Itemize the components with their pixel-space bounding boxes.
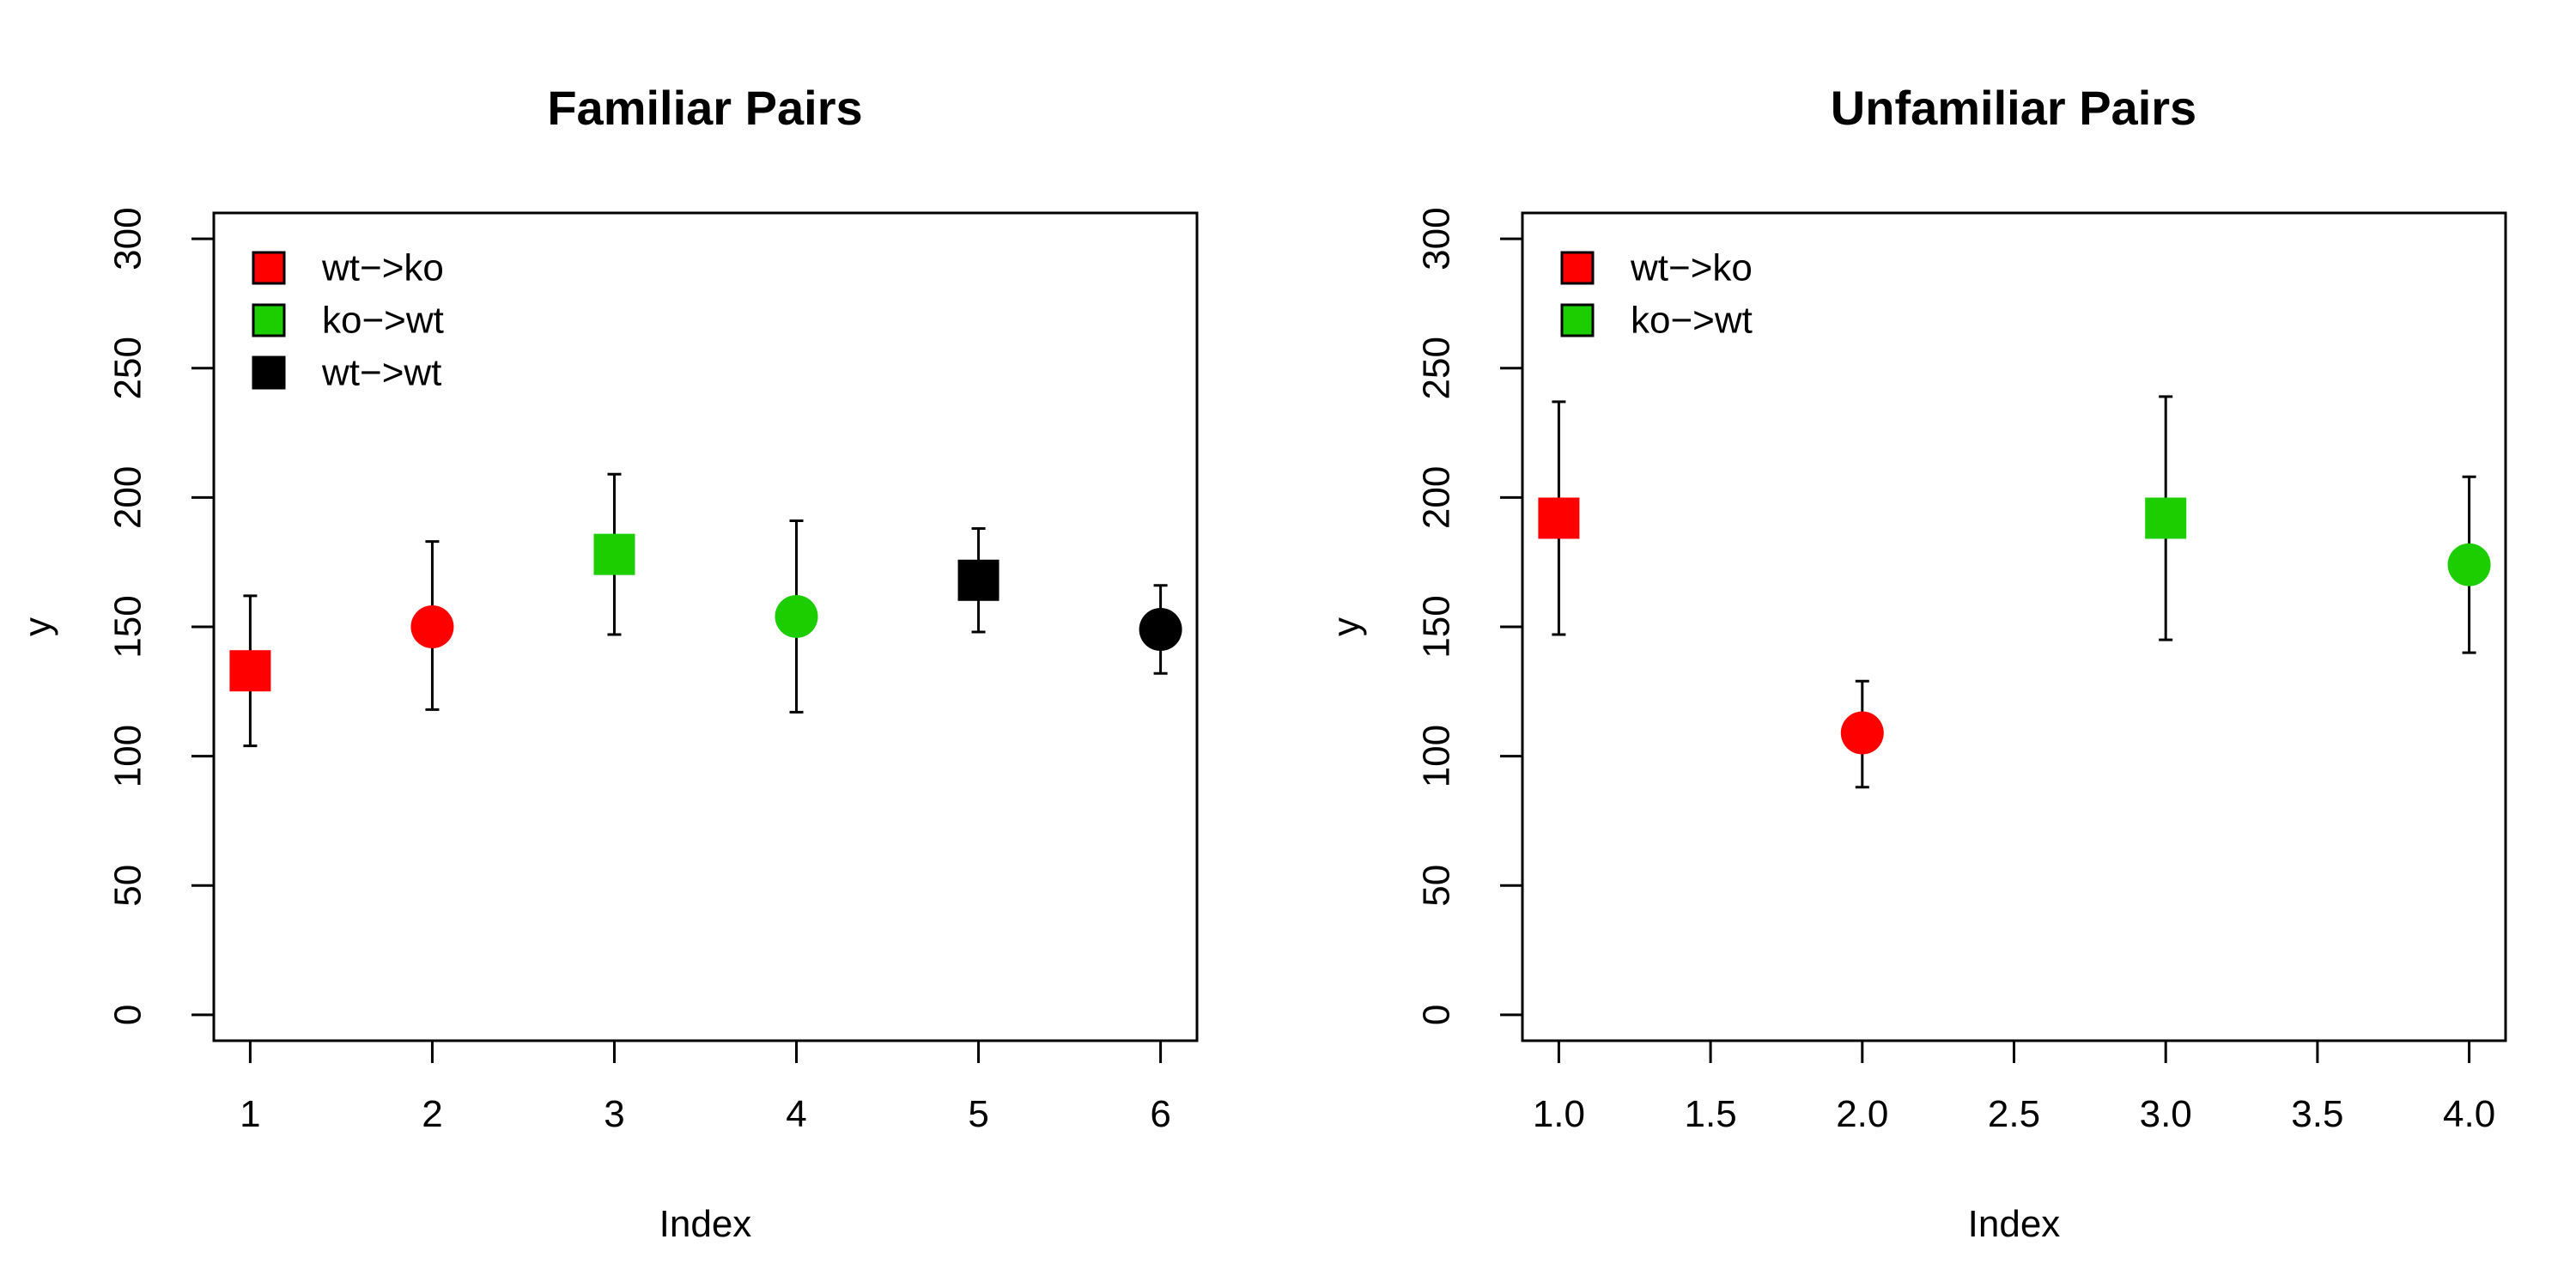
data-point (1538, 497, 1580, 539)
data-point (2145, 497, 2187, 539)
chart-title: Familiar Pairs (547, 81, 862, 135)
x-tick-label: 6 (1150, 1093, 1170, 1135)
panel-2: Unfamiliar Pairs 1.0 1.5 2.0 2.5 3.0 3.5 4.0 0 50… (1326, 81, 2507, 1245)
data-point (2447, 543, 2491, 586)
y-tick-label: 100 (107, 725, 149, 787)
x-tick-label: 2.5 (1988, 1093, 2040, 1135)
x-axis-label: Index (659, 1203, 752, 1245)
data-point (1840, 711, 1884, 755)
x-tick-label: 3.0 (2140, 1093, 2192, 1135)
legend-label: wt−>wt (321, 352, 441, 394)
legend-swatch (252, 251, 286, 285)
legend-label: ko−>wt (1631, 300, 1753, 342)
x-tick-label: 3.5 (2291, 1093, 2343, 1135)
x-tick-label: 2 (422, 1093, 442, 1135)
y-axis-label: y (17, 617, 59, 636)
y-tick-label: 200 (107, 466, 149, 529)
x-tick-label: 1.5 (1685, 1093, 1737, 1135)
legend-swatch (252, 303, 286, 337)
legend-swatch (252, 355, 286, 390)
y-tick-label: 100 (1416, 725, 1458, 787)
legend-label: ko−>wt (322, 300, 444, 342)
x-tick-label: 4.0 (2443, 1093, 2495, 1135)
legend-label: wt−>ko (1630, 247, 1753, 289)
y-tick-label: 50 (107, 865, 149, 907)
data-point (593, 533, 635, 575)
data-point (229, 650, 271, 692)
y-tick-label: 50 (1416, 865, 1458, 907)
x-tick-label: 2.0 (1836, 1093, 1888, 1135)
x-axis-label: Index (1968, 1203, 2061, 1245)
chart-title: Unfamiliar Pairs (1831, 81, 2196, 135)
x-tick-label: 1 (240, 1093, 260, 1135)
y-axis-label: y (1326, 617, 1368, 636)
legend-swatch (1560, 251, 1595, 285)
legend-swatch (1560, 303, 1595, 337)
y-tick-label: 150 (107, 595, 149, 658)
data-point (410, 605, 454, 648)
y-tick-label: 150 (1416, 595, 1458, 658)
data-point (957, 559, 999, 601)
y-tick-label: 0 (107, 1005, 149, 1025)
x-tick-label: 4 (786, 1093, 806, 1135)
y-tick-label: 200 (1416, 466, 1458, 529)
y-tick-label: 250 (107, 337, 149, 399)
y-tick-label: 300 (1416, 207, 1458, 270)
y-tick-label: 300 (107, 207, 149, 270)
x-tick-label: 1.0 (1533, 1093, 1585, 1135)
data-point (1139, 608, 1182, 652)
x-tick-label: 3 (604, 1093, 624, 1135)
x-tick-label: 5 (968, 1093, 988, 1135)
legend-label: wt−>ko (321, 247, 444, 289)
data-point (775, 594, 818, 638)
y-tick-label: 250 (1416, 337, 1458, 399)
y-tick-label: 0 (1416, 1005, 1458, 1025)
panel-1: Familiar Pairs 1 2 3 4 5 6 0 50 100 150 200 250 300 In… (17, 81, 1199, 1245)
